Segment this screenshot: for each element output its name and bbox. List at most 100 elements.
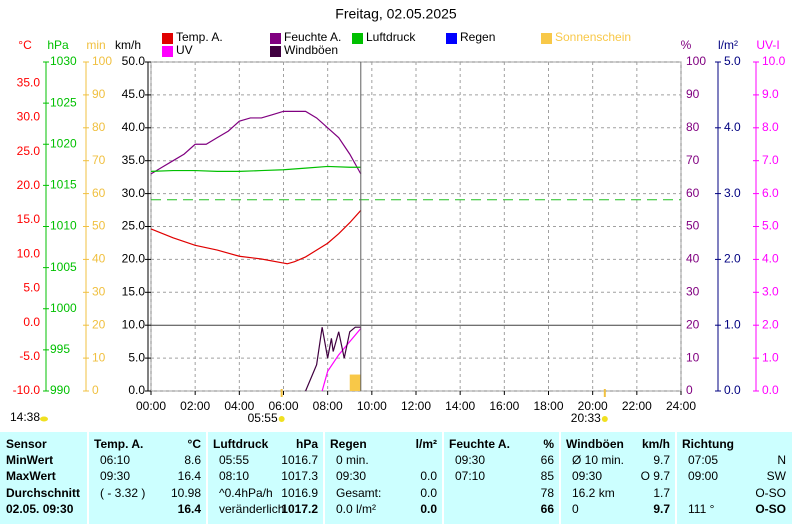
cell-value: O 9.7 [641,469,671,483]
x-tick-label: 10:00 [357,399,387,413]
cell-value: 1016.7 [281,453,318,467]
cell-label: 09:00 [688,469,718,483]
sunset-dot [601,416,608,422]
axis-unit: UV-I [756,38,779,52]
cell-label: 111 ° [688,502,715,516]
cell-value: O-SO [755,486,786,500]
cell-value: SW [767,469,787,483]
cell-value: 1017.2 [281,502,318,516]
cell-label: MaxWert [6,469,56,483]
column-unit: °C [188,437,202,451]
y-tick-label: 20 [92,317,106,331]
y-tick-label: 40.0 [122,120,146,134]
series-line [150,110,362,175]
series-line [321,328,362,392]
y-tick-label: 1020 [50,136,77,150]
y-tick-label: 30 [92,284,106,298]
y-tick-label: 40 [686,252,700,266]
y-tick-label: 90 [686,87,700,101]
y-tick-label: 15.0 [122,284,146,298]
cell-value: 16.4 [178,502,202,516]
cell-label: Durchschnitt [6,486,80,500]
cell-label: 09:30 [336,469,366,483]
cell-label: 0.0 l/m² [336,502,376,516]
day-length: 14:38 [10,410,40,424]
cell-value: 9.7 [653,502,670,516]
cell-value: 9.7 [653,453,670,467]
cell-value: O-SO [755,502,786,516]
axis-unit: hPa [47,38,69,52]
y-tick-label: 10 [686,350,700,364]
y-tick-label: 100 [92,54,112,68]
y-tick-label: -5.0 [19,349,40,363]
y-tick-label: 50 [686,219,700,233]
cell-label: MinWert [6,453,53,467]
x-tick-label: 12:00 [401,399,431,413]
y-tick-label: 15.0 [17,212,41,226]
sunrise-dot [278,416,285,422]
y-tick-label: 35.0 [17,75,41,89]
y-tick-label: 30.0 [122,186,146,200]
y-tick-label: -10.0 [13,383,41,397]
y-tick-label: 35.0 [122,153,146,167]
legend-swatch [270,46,281,57]
y-tick-label: 3.0 [762,284,779,298]
y-tick-label: 0 [686,383,693,397]
y-tick-label: 1030 [50,54,77,68]
legend-swatch [162,33,173,44]
cell-label: ( - 3.32 ) [100,486,145,500]
axis-unit: min [86,38,105,52]
y-tick-label: 1010 [50,219,77,233]
y-tick-label: 10.0 [762,54,786,68]
series-line [150,165,361,172]
y-tick-label: 45.0 [122,87,146,101]
day-length-dot [40,416,48,422]
legend-label: Feuchte A. [284,30,341,44]
y-tick-label: 70 [92,153,106,167]
x-tick-label: 24:00 [666,399,696,413]
series-line [150,210,362,265]
y-tick-label: 8.0 [762,120,779,134]
column-title: Luftdruck [213,437,269,451]
legend-label: UV [176,43,193,57]
x-tick-label: 22:00 [622,399,652,413]
column-title: Sensor [6,437,47,451]
cell-label: 09:30 [572,469,602,483]
cell-label: ^0.4hPa/h [219,486,273,500]
axis-unit: °C [18,38,32,52]
column-unit: % [543,437,554,451]
y-tick-label: 1015 [50,178,77,192]
y-tick-label: 80 [92,120,106,134]
y-tick-label: 5.0 [724,54,741,68]
cell-value: 1.7 [653,486,670,500]
cell-label: 0 [572,502,579,516]
cell-value: 78 [541,486,555,500]
cell-label: 09:30 [100,469,130,483]
y-tick-label: 995 [50,342,70,356]
x-tick-label: 20:00 [578,399,608,413]
cell-value: 0.0 [420,502,437,516]
y-tick-label: 60 [92,186,106,200]
cell-label: 0 min. [336,453,369,467]
column-title: Feuchte A. [449,437,510,451]
y-tick-label: 4.0 [724,120,741,134]
y-tick-label: 0.0 [724,383,741,397]
column-unit: km/h [642,437,670,451]
cell-value: 1017.3 [281,469,318,483]
cell-value: 16.4 [178,469,202,483]
y-tick-label: 1025 [50,95,77,109]
x-tick-label: 14:00 [445,399,475,413]
y-tick-label: 1000 [50,301,77,315]
stats-table: Sensor MinWert MaxWert Durchschnitt 02.05. 0… [0,432,792,524]
y-tick-label: 30.0 [17,110,41,124]
column-title: Regen [330,437,367,451]
cell-value: N [777,453,786,467]
y-tick-label: 30 [686,284,700,298]
y-tick-label: 60 [686,186,700,200]
cell-label: Gesamt: [336,486,381,500]
x-tick-label: 02:00 [180,399,210,413]
y-tick-label: 100 [686,54,706,68]
y-tick-label: 7.0 [762,153,779,167]
legend-swatch [541,33,552,44]
